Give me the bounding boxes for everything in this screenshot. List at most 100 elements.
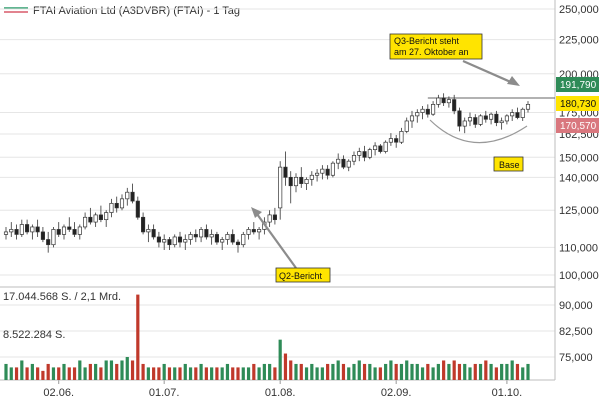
price-tick-label: 125,000 (559, 205, 599, 217)
q3-callout-line2: am 27. Oktober an (394, 47, 469, 57)
candle-body-up (241, 234, 246, 246)
volume-bar (320, 367, 324, 380)
candle (415, 109, 420, 123)
candle (246, 226, 251, 240)
candle-body-up (330, 162, 335, 176)
volume-bar (141, 363, 145, 380)
candle (225, 231, 230, 245)
time-tick-label: 01.07. (149, 387, 180, 399)
volume-bar (252, 363, 256, 380)
volume-bar (468, 367, 472, 380)
candle (130, 183, 135, 204)
volume-bar (72, 367, 77, 380)
volume-bar (299, 363, 303, 380)
candle (489, 112, 494, 125)
candle-body-up (510, 112, 515, 117)
candle (9, 222, 14, 237)
candle-body-up (83, 216, 88, 228)
volume-bar (362, 363, 367, 380)
candle (19, 219, 24, 237)
candle (204, 224, 209, 240)
volume-bar (310, 363, 314, 380)
candle-body-up (225, 234, 230, 240)
volume-total-label: 17.044.568 S. / 2,1 Mrd. (3, 291, 121, 303)
candle (193, 229, 198, 243)
candle-body-down (251, 229, 256, 233)
candle-body-up (309, 174, 314, 180)
candle-body-down (378, 145, 383, 152)
volume-bar (167, 367, 172, 380)
volume-bar (373, 367, 377, 380)
volume-bar (304, 367, 309, 380)
candlesticks (3, 93, 531, 253)
volume-bar (99, 367, 103, 380)
candle (446, 96, 451, 108)
candle (77, 224, 82, 240)
candle-body-down (88, 216, 93, 223)
candle-body-up (30, 226, 35, 233)
candle (357, 147, 362, 162)
volume-bar (394, 363, 398, 380)
candle-body-up (388, 138, 393, 143)
price-badge-low-text: 170,570 (560, 121, 597, 132)
candle-body-up (220, 239, 225, 243)
volume-bar (420, 367, 425, 380)
candle (525, 101, 531, 113)
candle (494, 110, 499, 127)
candle-body-up (446, 99, 451, 104)
candle (220, 236, 225, 250)
candle (162, 234, 167, 250)
candle (399, 127, 404, 145)
volume-bar (378, 367, 382, 380)
volume-bar (368, 363, 372, 380)
volume-bar (294, 363, 298, 380)
candle-body-down (230, 234, 235, 243)
candle (177, 231, 183, 248)
price-badge-low: 170,570 (556, 118, 599, 133)
q3-callout: Q3-Bericht steht am 27. Oktober an (389, 33, 483, 60)
candle-body-up (119, 198, 125, 209)
candle-body-up (320, 168, 325, 174)
candle (3, 226, 9, 240)
volume-bar (457, 363, 462, 380)
candle-body-up (404, 120, 409, 132)
candle-body-up (77, 226, 82, 235)
price-badge-high: 191,790 (556, 77, 599, 92)
candle-body-up (51, 229, 56, 246)
candle-body-down (56, 229, 61, 235)
price-tick-label: 100,000 (559, 270, 599, 282)
volume-bar (515, 363, 520, 380)
candle-body-up (199, 229, 204, 238)
volume-bar (463, 363, 467, 380)
candle-body-down (483, 115, 488, 120)
candle (172, 234, 177, 248)
candle-body-down (394, 138, 399, 143)
candle-body-up (188, 234, 193, 240)
candle-body-down (40, 231, 45, 240)
candle-body-up (373, 145, 378, 151)
volume-bar (257, 367, 261, 380)
candle-body-up (304, 179, 309, 184)
candle (119, 194, 125, 211)
candle (362, 145, 367, 162)
candle-body-down (141, 216, 146, 233)
candle (304, 177, 309, 191)
candle-body-down (72, 229, 77, 235)
volume-bar (505, 363, 509, 380)
candle (457, 107, 462, 132)
candle (257, 226, 262, 240)
volume-bar (246, 367, 251, 380)
candle (431, 101, 436, 116)
volume-bar (289, 360, 293, 380)
volume-bar (120, 360, 124, 380)
candle (40, 226, 45, 243)
candle (104, 210, 109, 227)
candle (46, 231, 51, 253)
price-axis: 100,000110,000125,000140,000150,000162,5… (559, 4, 599, 282)
candle-body-up (61, 226, 67, 235)
candle (409, 110, 415, 128)
candle-body-up (246, 229, 251, 235)
candle (135, 196, 140, 220)
candle (83, 212, 88, 230)
